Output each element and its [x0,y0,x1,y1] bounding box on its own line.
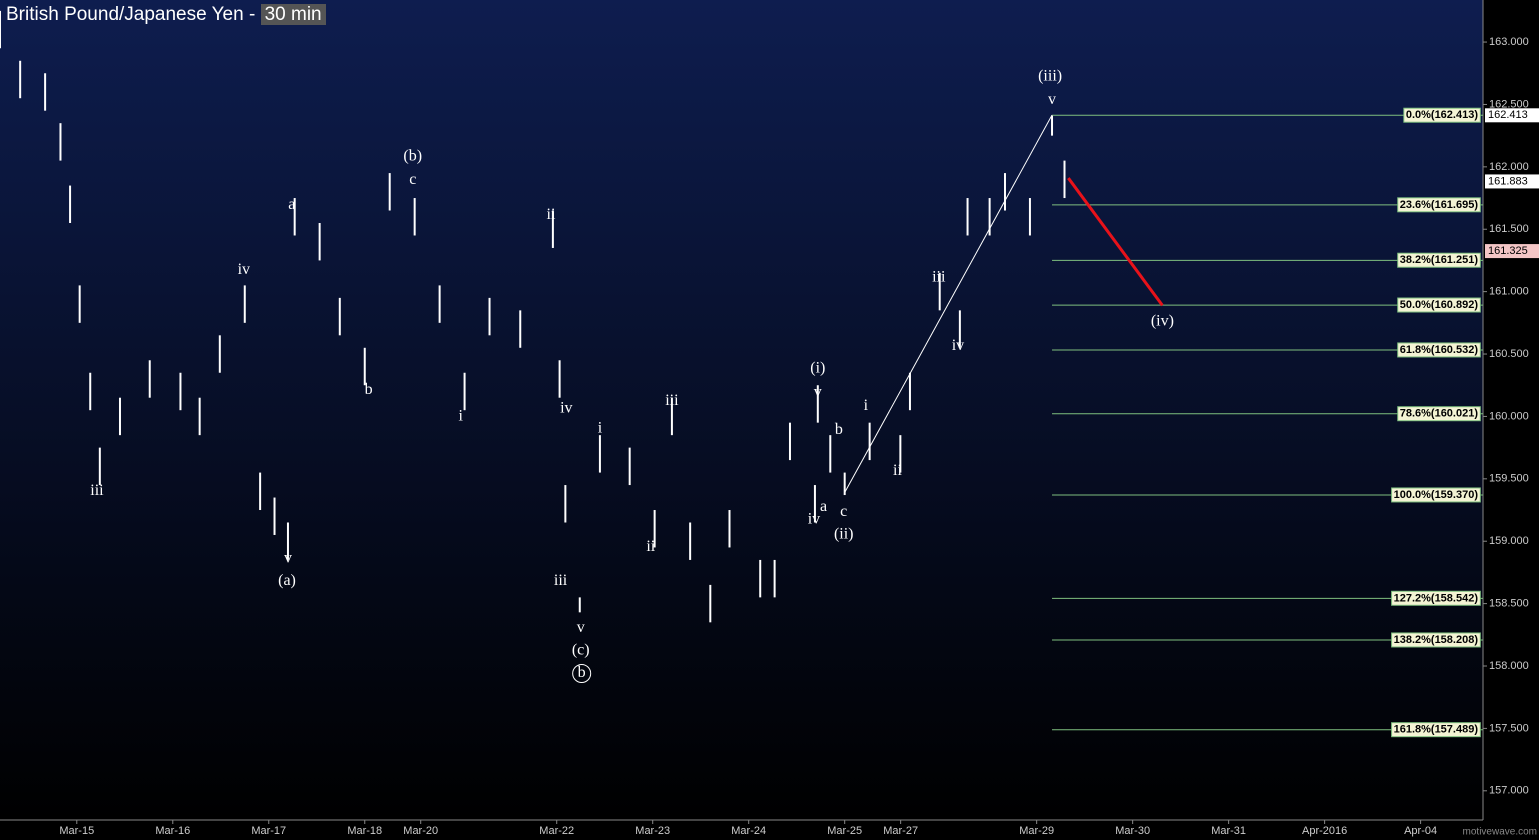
fib-label: 138.2%(158.208) [1394,634,1479,646]
y-tick-label: 159.500 [1489,473,1529,485]
y-tick-label: 160.500 [1489,348,1529,360]
fib-label-box [1397,197,1481,213]
x-tick-label: Mar-16 [155,825,190,837]
y-tick-label: 158.000 [1489,660,1529,672]
wave-label: (c) [572,642,590,659]
wave-label: b [578,664,586,681]
wave-label: ii [646,538,655,555]
fib-label-box [1397,252,1481,268]
fib-label-box [1397,342,1481,358]
x-tick-label: Mar-30 [1115,825,1150,837]
y-tick-label: 161.000 [1489,286,1529,298]
wave-label: (i) [810,360,825,377]
wave-label: iii [554,572,568,589]
x-tick-label: Apr-2016 [1302,825,1347,837]
wave-label: i [864,397,869,414]
wave-label: a [288,196,295,213]
fib-label-box [1391,487,1481,503]
y-tick-label: 157.500 [1489,722,1529,734]
x-tick-label: Apr-04 [1404,825,1437,837]
wave-label: ii [547,206,556,223]
wave-label: c [840,503,847,520]
wave-label: (ii) [834,526,854,543]
wave-label: (iii) [1038,68,1062,85]
interval[interactable]: 30 min [260,4,326,25]
wave-label: b [365,381,373,398]
x-tick-label: Mar-17 [251,825,286,837]
x-tick-label: Mar-22 [539,825,574,837]
chart-title: British Pound/Japanese Yen [6,4,244,25]
trend-line [1067,177,1164,307]
y-tick-label: 162.500 [1489,98,1529,110]
y-tick-label: 162.000 [1489,161,1529,173]
fib-label-box [1391,590,1481,606]
wave-label: v [284,549,292,566]
price-tag: 162.413 [1488,109,1528,121]
x-tick-label: Mar-25 [827,825,862,837]
wave-label: iii [665,392,679,409]
fib-label-box [1391,632,1481,648]
wave-label: v [1048,91,1056,108]
wave-label: (b) [403,148,422,165]
wave-circle [572,663,592,683]
fib-label: 78.6%(160.021) [1400,408,1479,420]
fib-label-box [1397,406,1481,422]
plot-background [0,0,1483,820]
y-tick-label: 161.500 [1489,223,1529,235]
fib-label: 0.0%(162.413) [1406,109,1478,121]
x-tick-label: Mar-27 [883,825,918,837]
x-tick-label: Mar-23 [635,825,670,837]
separator: - [248,4,256,25]
wave-label: iv [808,511,820,528]
fib-label: 23.6%(161.695) [1400,199,1479,211]
price-tag-box [1485,244,1539,259]
wave-label: b [835,421,843,438]
wave-label: a [820,498,827,515]
wave-label: iv [560,400,572,417]
fib-label: 50.0%(160.892) [1400,299,1479,311]
fib-label-box [1397,297,1481,313]
wave-label: iv [238,261,250,278]
y-axis-panel [1483,0,1539,840]
fib-label: 100.0%(159.370) [1394,489,1479,501]
y-tick-label: 163.000 [1489,36,1529,48]
wave-label: (iv) [1151,312,1174,329]
fib-label-box [1391,722,1481,738]
y-tick-label: 158.500 [1489,598,1529,610]
wave-label: iv [952,337,964,354]
wave-label: i [598,420,603,437]
fib-label: 38.2%(161.251) [1400,254,1479,266]
wave-label: c [409,171,416,188]
x-axis-panel [0,820,1483,840]
wave-label: i [459,408,464,425]
x-tick-label: Mar-20 [403,825,438,837]
x-tick-label: Mar-29 [1019,825,1054,837]
x-tick-label: Mar-18 [347,825,382,837]
x-tick-label: Mar-15 [59,825,94,837]
x-tick-label: Mar-24 [731,825,766,837]
trend-line [844,114,1053,493]
price-tag: 161.883 [1488,175,1528,187]
title-bar: British Pound/Japanese Yen - 30 min [6,4,326,26]
wave-label: iii [932,269,946,286]
wave-label: iii [90,482,104,499]
fib-label: 127.2%(158.542) [1394,592,1479,604]
price-tag-box [1485,174,1539,189]
fib-label: 61.8%(160.532) [1400,344,1479,356]
price-tag: 161.325 [1488,245,1528,257]
wave-label: v [577,619,585,636]
wave-label: ii [893,462,902,479]
wave-label: (a) [278,572,296,589]
y-tick-label: 160.000 [1489,410,1529,422]
y-tick-label: 159.000 [1489,535,1529,547]
wave-label: v [814,383,822,400]
fib-label: 161.8%(157.489) [1394,724,1479,736]
y-tick-label: 157.000 [1489,785,1529,797]
fib-label-box [1403,107,1481,123]
watermark: motivewave.com [1463,827,1537,838]
x-tick-label: Mar-31 [1211,825,1246,837]
price-tag-box [1485,108,1539,123]
